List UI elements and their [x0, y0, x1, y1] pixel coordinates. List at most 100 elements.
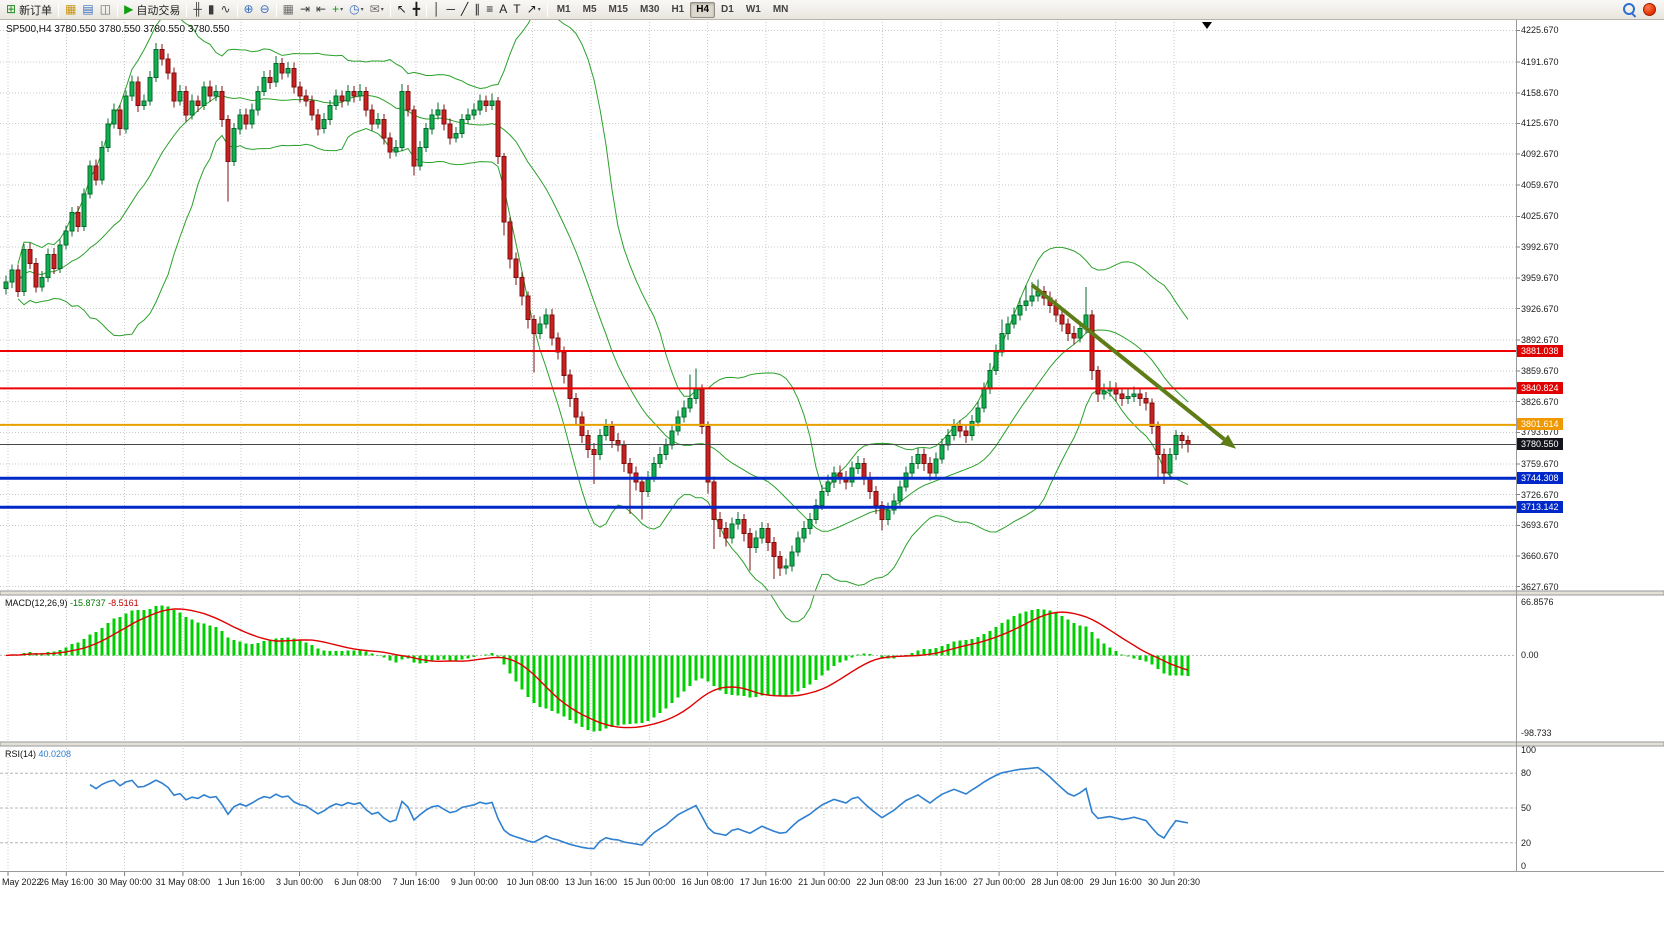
price-tick-label: 3859.670: [1521, 365, 1559, 376]
timeframe-m30[interactable]: M30: [639, 4, 660, 15]
macd-axis-min: -98.733: [1521, 728, 1552, 738]
time-axis-label: 3 Jun 00:00: [275, 877, 324, 887]
time-axis-label: 7 Jun 16:00: [392, 877, 440, 887]
macd-signal-value: -8.5161: [108, 598, 139, 608]
price-tag: 3801.614: [1517, 418, 1563, 431]
new-order-button[interactable]: ⊞ 新订单: [3, 1, 55, 18]
rsi-name: RSI(14): [5, 749, 37, 759]
autotrading-button[interactable]: ▶ 自动交易: [121, 1, 183, 18]
text-icon[interactable]: A: [496, 1, 510, 18]
price-tick-label: 3726.670: [1521, 489, 1559, 500]
vertical-line-icon[interactable]: │: [430, 1, 444, 18]
time-axis-label: 31 May 08:00: [155, 877, 211, 887]
text-icon: A: [499, 2, 508, 16]
fibonacci-icon[interactable]: ≡: [483, 1, 496, 18]
macd-histogram: [10, 605, 1190, 732]
rsi-axis-label: 0: [1521, 861, 1527, 871]
line-chart-icon: ∿: [220, 2, 231, 16]
rsi-axis-label: 50: [1521, 803, 1532, 813]
time-axis-label: 21 Jun 00:00: [798, 877, 851, 887]
rsi-label: RSI(14) 40.0208: [5, 749, 71, 759]
time-axis-label: May 2022: [2, 877, 42, 887]
macd-axis-zero: 0.00: [1521, 650, 1539, 661]
price-tag: 3881.038: [1517, 344, 1563, 357]
grid: [0, 19, 1520, 870]
label-icon: T: [513, 2, 521, 16]
bar-chart-icon: ╫: [193, 2, 202, 16]
price-tick-label: 3892.670: [1521, 335, 1559, 346]
price-tick-label: 3759.670: [1521, 458, 1559, 469]
time-axis-label: 26 May 16:00: [39, 877, 94, 887]
zoom-in-icon: ⊕: [243, 2, 254, 16]
channel-icon: ∥: [474, 2, 481, 16]
toolbar-right: [1623, 3, 1661, 16]
bar-chart-icon[interactable]: ╫: [190, 1, 205, 18]
market-watch-icon[interactable]: ▤: [79, 1, 96, 18]
time-axis-label: 9 Jun 00:00: [450, 877, 498, 887]
time-axis-label: 28 Jun 08:00: [1031, 877, 1084, 887]
chart-shift-marker[interactable]: [1202, 22, 1212, 29]
charts-window-icon[interactable]: ▦: [62, 1, 79, 18]
price-tick-label: 3660.670: [1521, 550, 1559, 561]
search-icon[interactable]: [1623, 3, 1636, 16]
macd-value: -15.8737: [70, 598, 106, 608]
templates-icon[interactable]: ✉ ▾: [367, 1, 387, 18]
candlestick-chart-icon[interactable]: ▮: [205, 1, 218, 18]
zoom-out-icon[interactable]: ⊖: [257, 1, 273, 18]
periods-icon[interactable]: ◷ ▾: [346, 1, 367, 18]
timeframe-h4[interactable]: H4: [690, 1, 716, 18]
panel-splitter-rsi[interactable]: [0, 742, 1664, 746]
auto-scroll-icon[interactable]: ⇥: [297, 1, 313, 18]
timeframe-m5[interactable]: M5: [582, 4, 597, 15]
timeframe-mn[interactable]: MN: [772, 4, 789, 15]
autotrading-icon: ▶: [124, 2, 134, 16]
cursor-icon[interactable]: ↖: [394, 1, 410, 18]
line-chart-icon[interactable]: ∿: [217, 1, 233, 18]
toolbar-separator: [426, 2, 428, 17]
tile-windows-icon[interactable]: ▦: [280, 1, 297, 18]
bollinger-bands: [17, 8, 1189, 623]
horizontal-line-icon: ─: [446, 2, 456, 16]
toolbar: ⊞ 新订单 ▦ ▤ ◫ ▶ 自动交易 ╫ ▮ ∿ ⊕ ⊖ ▦ ⇥ ⇤ + ▾ ◷ ▾ ✉ ▾ ↖ ╋ │ ─ ╱ ∥ ≡ A T ↗ ▾ M1 M…: [0, 0, 1664, 20]
toolbar-separator: [236, 2, 238, 17]
toolbar-separator: [58, 2, 60, 17]
price-tag: 3713.142: [1517, 500, 1563, 513]
timeframe-m15[interactable]: M15: [608, 4, 628, 15]
timeframe-w1[interactable]: W1: [745, 4, 761, 15]
price-tick-label: 3793.670: [1521, 427, 1559, 438]
label-icon[interactable]: T: [510, 1, 523, 18]
trendline-icon: ╱: [461, 2, 469, 16]
indicators-icon[interactable]: + ▾: [329, 1, 346, 18]
time-axis-label: 15 Jun 00:00: [623, 877, 676, 887]
dropdown-caret-icon: ▾: [360, 7, 364, 13]
candles: [3, 43, 1191, 579]
price-tick-label: 4158.670: [1521, 87, 1559, 98]
trendline-icon[interactable]: ╱: [458, 1, 471, 18]
rsi-axis-label: 100: [1521, 745, 1537, 755]
price-tick-label: 3959.670: [1521, 272, 1559, 283]
timeframe-m1[interactable]: M1: [556, 4, 571, 15]
notification-icon[interactable]: [1643, 3, 1656, 16]
horizontal-line-icon[interactable]: ─: [444, 1, 459, 18]
time-axis-label: 22 Jun 08:00: [856, 877, 909, 887]
channel-icon[interactable]: ∥: [471, 1, 483, 18]
crosshair-icon[interactable]: ╋: [410, 1, 423, 18]
chart-shift-icon[interactable]: ⇤: [313, 1, 329, 18]
time-axis-label: 16 Jun 08:00: [681, 877, 734, 887]
time-axis-label: 10 Jun 08:00: [506, 877, 559, 887]
timeframe-d1[interactable]: D1: [721, 4, 734, 15]
price-tick-label: 4191.670: [1521, 57, 1559, 68]
new-order-button-label: 新订单: [19, 4, 53, 17]
time-axis-label: 30 May 00:00: [97, 877, 152, 887]
toolbar-separator: [186, 2, 188, 17]
autotrading-button-label: 自动交易: [136, 4, 181, 17]
dropdown-caret-icon: ▾: [340, 7, 344, 13]
timeframe-h1[interactable]: H1: [671, 4, 685, 15]
arrow-objects-icon[interactable]: ↗ ▾: [524, 1, 544, 18]
macd-signal-line: [5, 608, 1189, 729]
panel-splitter-macd[interactable]: [0, 591, 1664, 595]
panel-borders: [0, 19, 1664, 872]
zoom-in-icon[interactable]: ⊕: [241, 1, 257, 18]
navigator-icon[interactable]: ◫: [97, 1, 114, 18]
